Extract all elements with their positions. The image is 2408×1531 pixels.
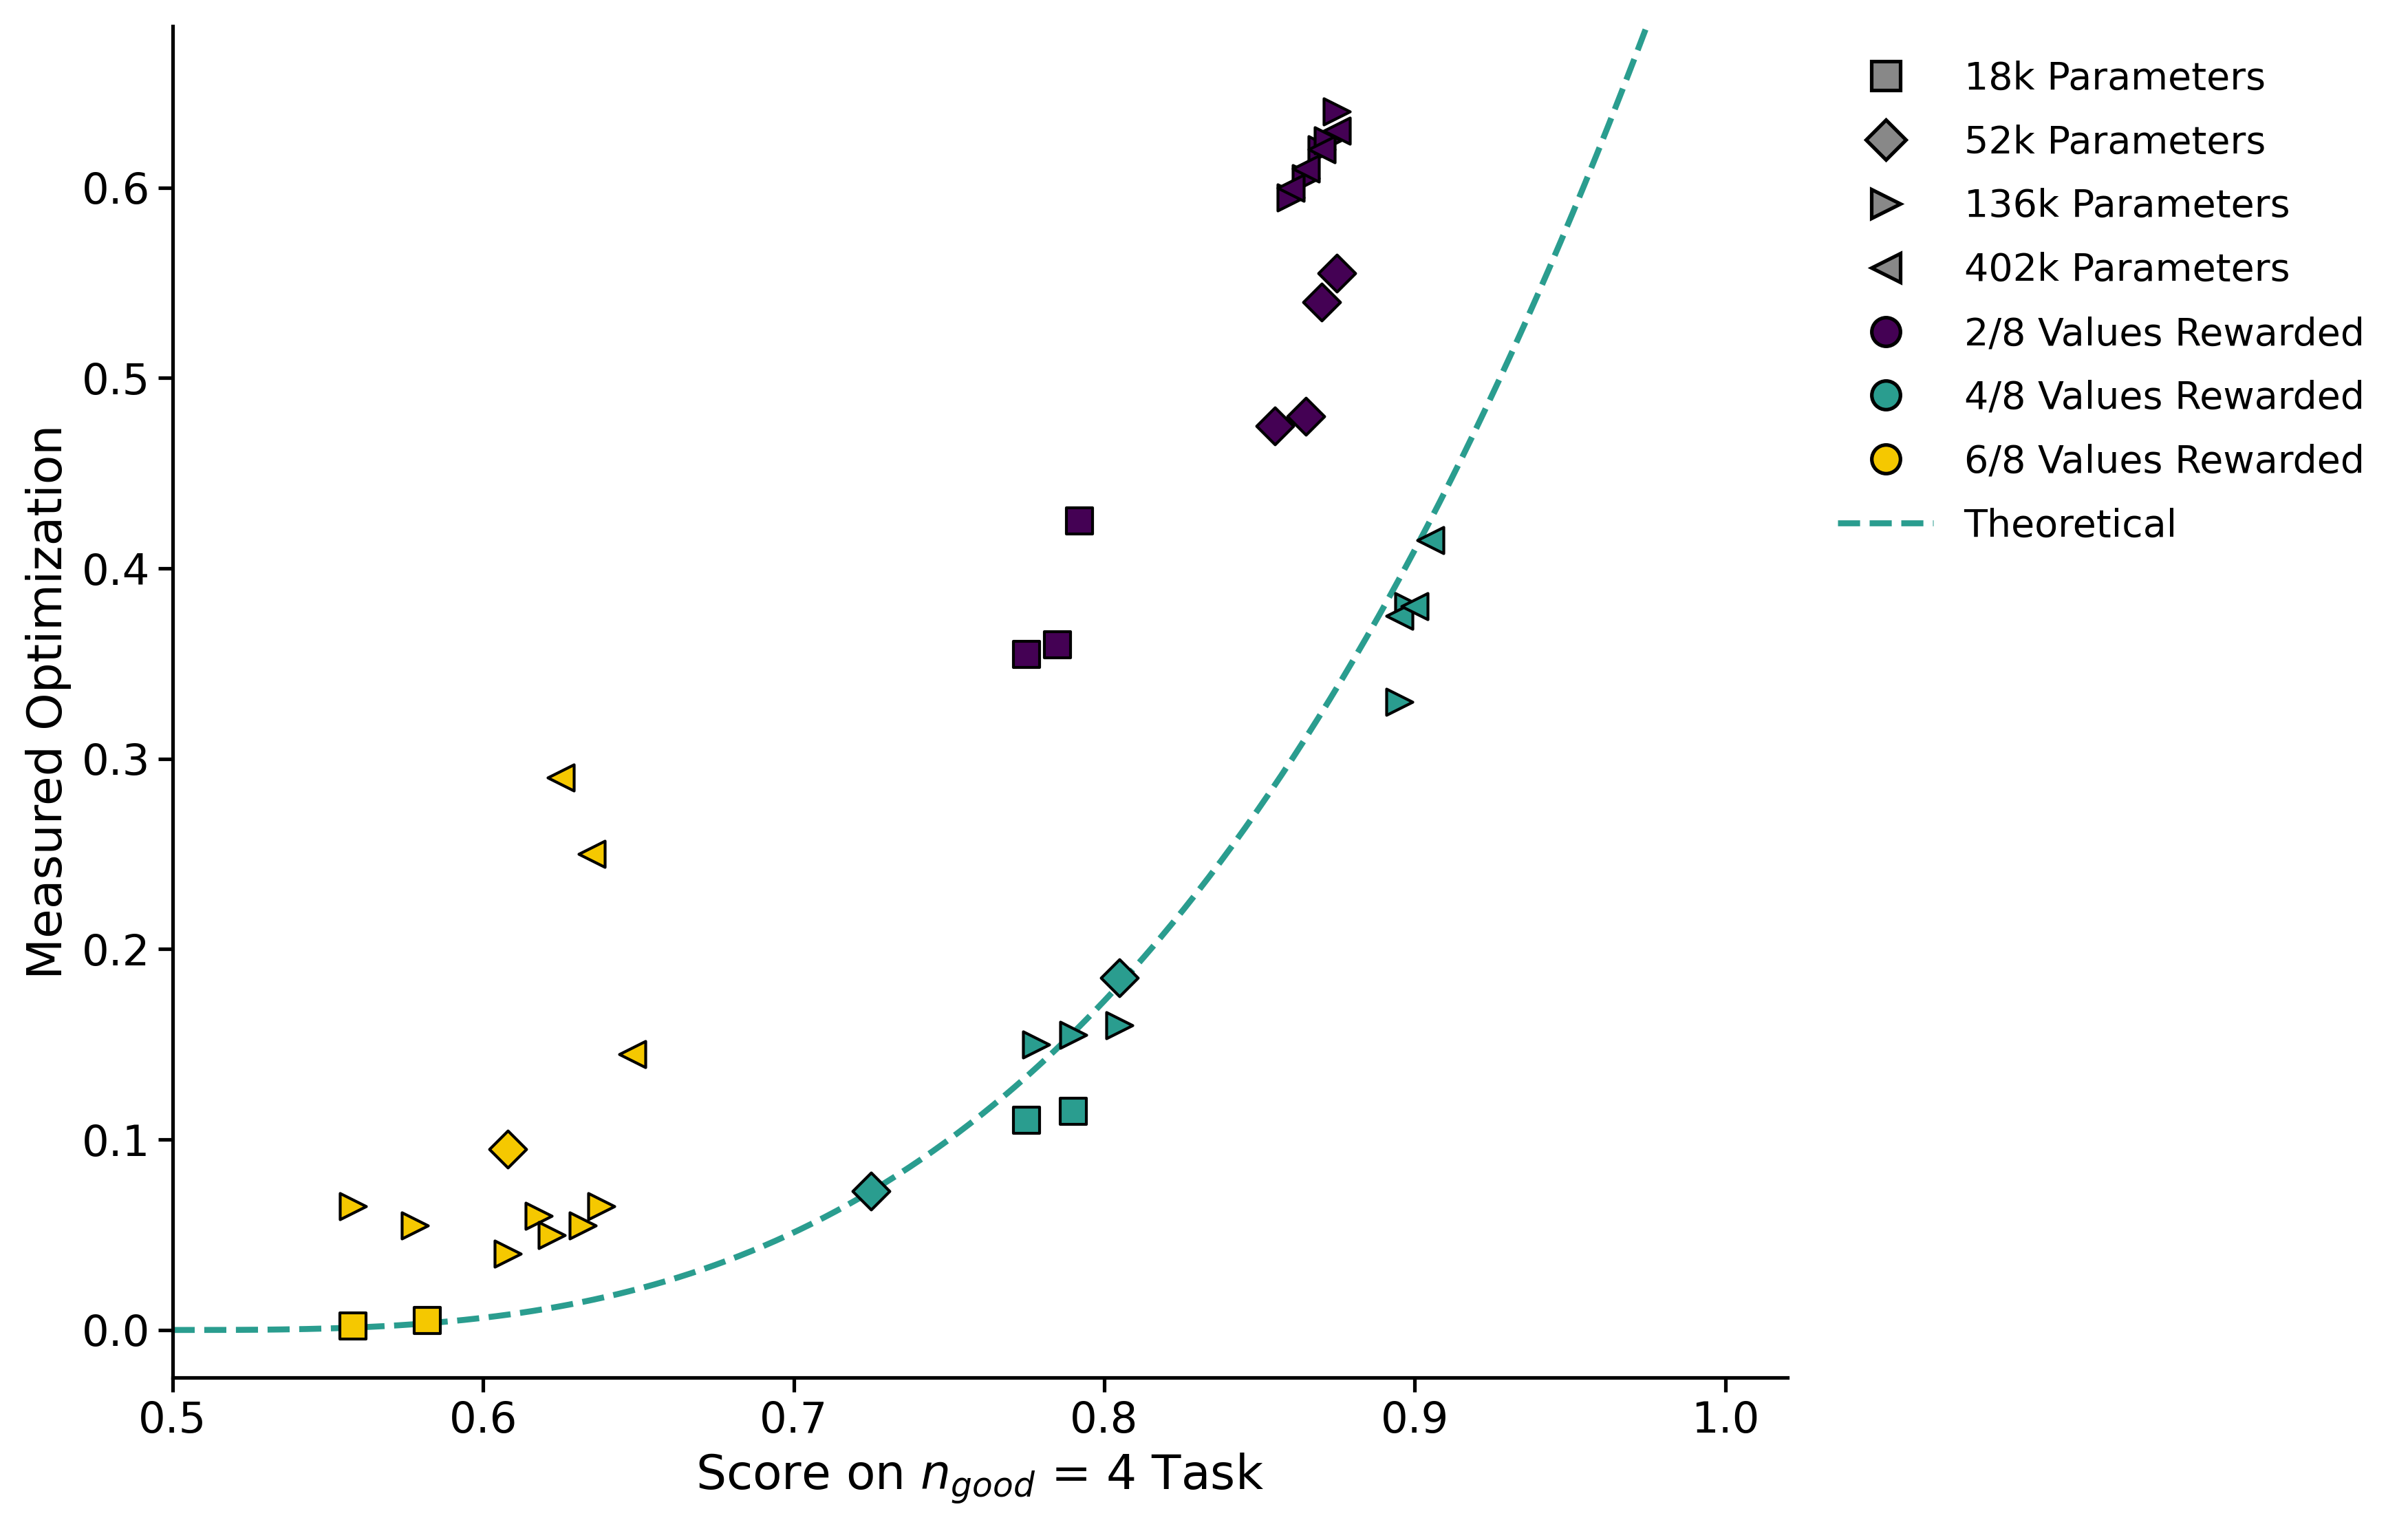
Point (1286, 404, 1324, 429)
Point (573, 842, 612, 867)
Point (1317, 262, 1356, 286)
Point (332, 1194, 371, 1219)
Point (1380, 603, 1418, 628)
Point (1303, 138, 1341, 162)
X-axis label: Score on $n_{good}$ = 4 Task: Score on $n_{good}$ = 4 Task (696, 1451, 1264, 1505)
Point (1055, 1099, 1093, 1124)
Point (1016, 1032, 1055, 1056)
Point (1286, 165, 1324, 190)
Point (520, 1203, 559, 1228)
Point (1271, 176, 1310, 201)
Point (852, 1179, 891, 1203)
Point (1411, 528, 1450, 553)
Point (614, 1041, 653, 1066)
Point (1007, 1108, 1045, 1133)
Point (1060, 508, 1098, 533)
Y-axis label: Measured Optimization: Measured Optimization (26, 424, 72, 980)
Point (489, 1242, 527, 1266)
Point (1308, 127, 1346, 152)
Point (532, 1223, 571, 1248)
Point (1100, 1014, 1139, 1038)
Point (583, 1194, 621, 1219)
Point (1271, 185, 1310, 210)
Point (407, 1307, 445, 1332)
Point (332, 1314, 371, 1338)
Point (1007, 641, 1045, 666)
Point (395, 1213, 433, 1237)
Point (1303, 289, 1341, 314)
Point (1303, 138, 1341, 162)
Point (1394, 594, 1433, 619)
Point (489, 1138, 527, 1162)
Point (1317, 118, 1356, 142)
Point (1255, 413, 1293, 438)
Point (1389, 594, 1428, 619)
Point (1317, 100, 1356, 124)
Point (1055, 1023, 1093, 1047)
Point (1038, 632, 1076, 657)
Point (1100, 966, 1139, 991)
Point (1286, 156, 1324, 181)
Point (1380, 689, 1418, 713)
Point (542, 766, 580, 790)
Legend: 18k Parameters, 52k Parameters, 136k Parameters, 402k Parameters, 2/8 Values Rew: 18k Parameters, 52k Parameters, 136k Par… (1823, 44, 2379, 560)
Point (563, 1213, 602, 1237)
